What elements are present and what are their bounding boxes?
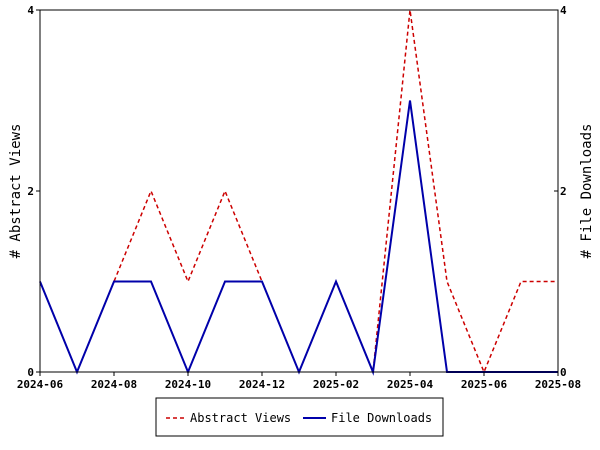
x-tick-label: 2025-08 bbox=[535, 378, 581, 391]
y-left-axis-title: # Abstract Views bbox=[8, 124, 24, 259]
x-axis: 2024-06 2024-08 2024-10 2024-12 2025-02 2025-… bbox=[17, 372, 581, 391]
y-right-tick-label: 0 bbox=[560, 366, 567, 379]
y-left-axis: 0 2 4 bbox=[27, 4, 40, 379]
y-right-axis: 0 2 4 bbox=[554, 4, 567, 379]
series-line-file-downloads bbox=[39, 100, 558, 376]
y-right-tick-label: 4 bbox=[560, 4, 567, 17]
y-right-axis-title: # File Downloads bbox=[579, 124, 595, 259]
x-tick-label: 2024-10 bbox=[165, 378, 211, 391]
plot-frame bbox=[39, 9, 559, 373]
y-right-tick-label: 2 bbox=[560, 185, 567, 198]
series-line-abstract-views bbox=[39, 9, 558, 374]
x-tick-label: 2024-06 bbox=[17, 378, 64, 391]
y-left-tick-label: 0 bbox=[27, 366, 34, 379]
legend-box bbox=[155, 397, 444, 437]
legend: Abstract Views File Downloads bbox=[155, 397, 444, 437]
x-tick-label: 2025-02 bbox=[313, 378, 359, 391]
legend-label-abstract-views: Abstract Views bbox=[190, 411, 291, 425]
y-left-tick-label: 2 bbox=[27, 185, 34, 198]
plot-lines bbox=[39, 9, 558, 376]
y-left-tick-label: 4 bbox=[27, 4, 34, 17]
x-tick-label: 2024-08 bbox=[91, 378, 137, 391]
x-tick-label: 2024-12 bbox=[239, 378, 285, 391]
legend-label-file-downloads: File Downloads bbox=[331, 411, 432, 425]
x-tick-label: 2025-06 bbox=[461, 378, 508, 391]
x-tick-label: 2025-04 bbox=[387, 378, 434, 391]
